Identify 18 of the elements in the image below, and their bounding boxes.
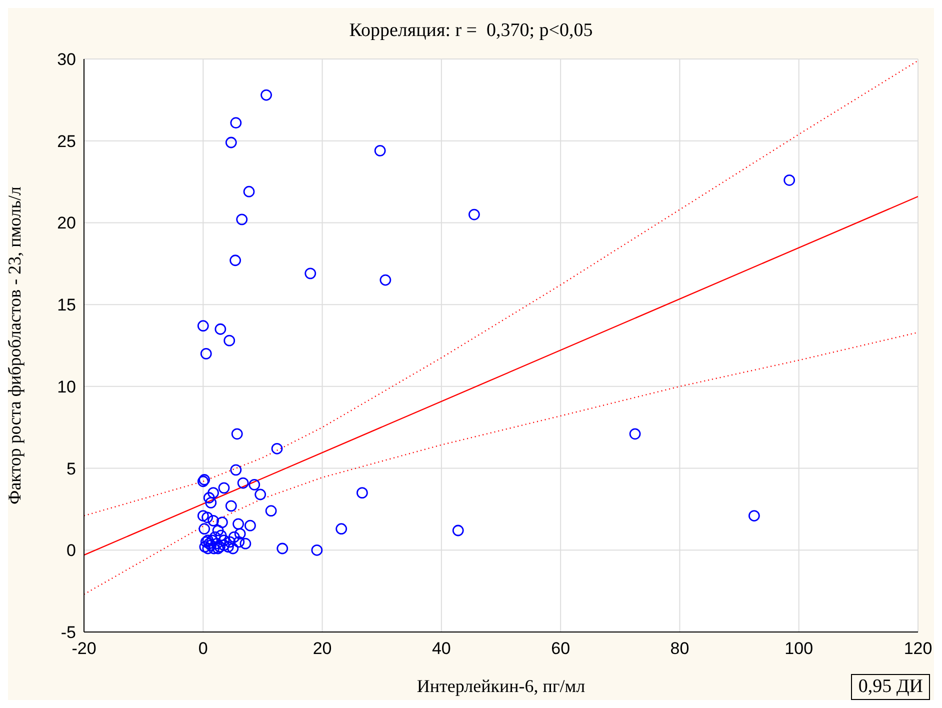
x-tick-label: 20 [312, 639, 332, 658]
y-tick-label: 30 [57, 50, 76, 70]
x-tick-label: 0 [198, 639, 208, 658]
x-tick-label: 120 [904, 639, 932, 658]
y-tick-label: 0 [66, 541, 76, 560]
x-tick-label: 100 [784, 639, 814, 658]
text: 0,95 ДИ [851, 674, 930, 700]
line-series [84, 332, 918, 595]
y-tick-label: 10 [57, 377, 76, 396]
x-tick-label: 60 [551, 639, 570, 658]
x-axis-title: Интерлейкин-6, пг/мл [416, 676, 586, 696]
y-tick-label: 5 [66, 459, 76, 478]
chart-title: Корреляция: r = 0,370; p<0,05 [348, 20, 594, 42]
x-tick-label: 80 [670, 639, 690, 658]
x-tick-label: 40 [432, 639, 451, 658]
y-tick-label: 15 [57, 296, 76, 315]
y-tick-label: 25 [57, 132, 76, 151]
y-tick-label: 20 [57, 214, 76, 233]
